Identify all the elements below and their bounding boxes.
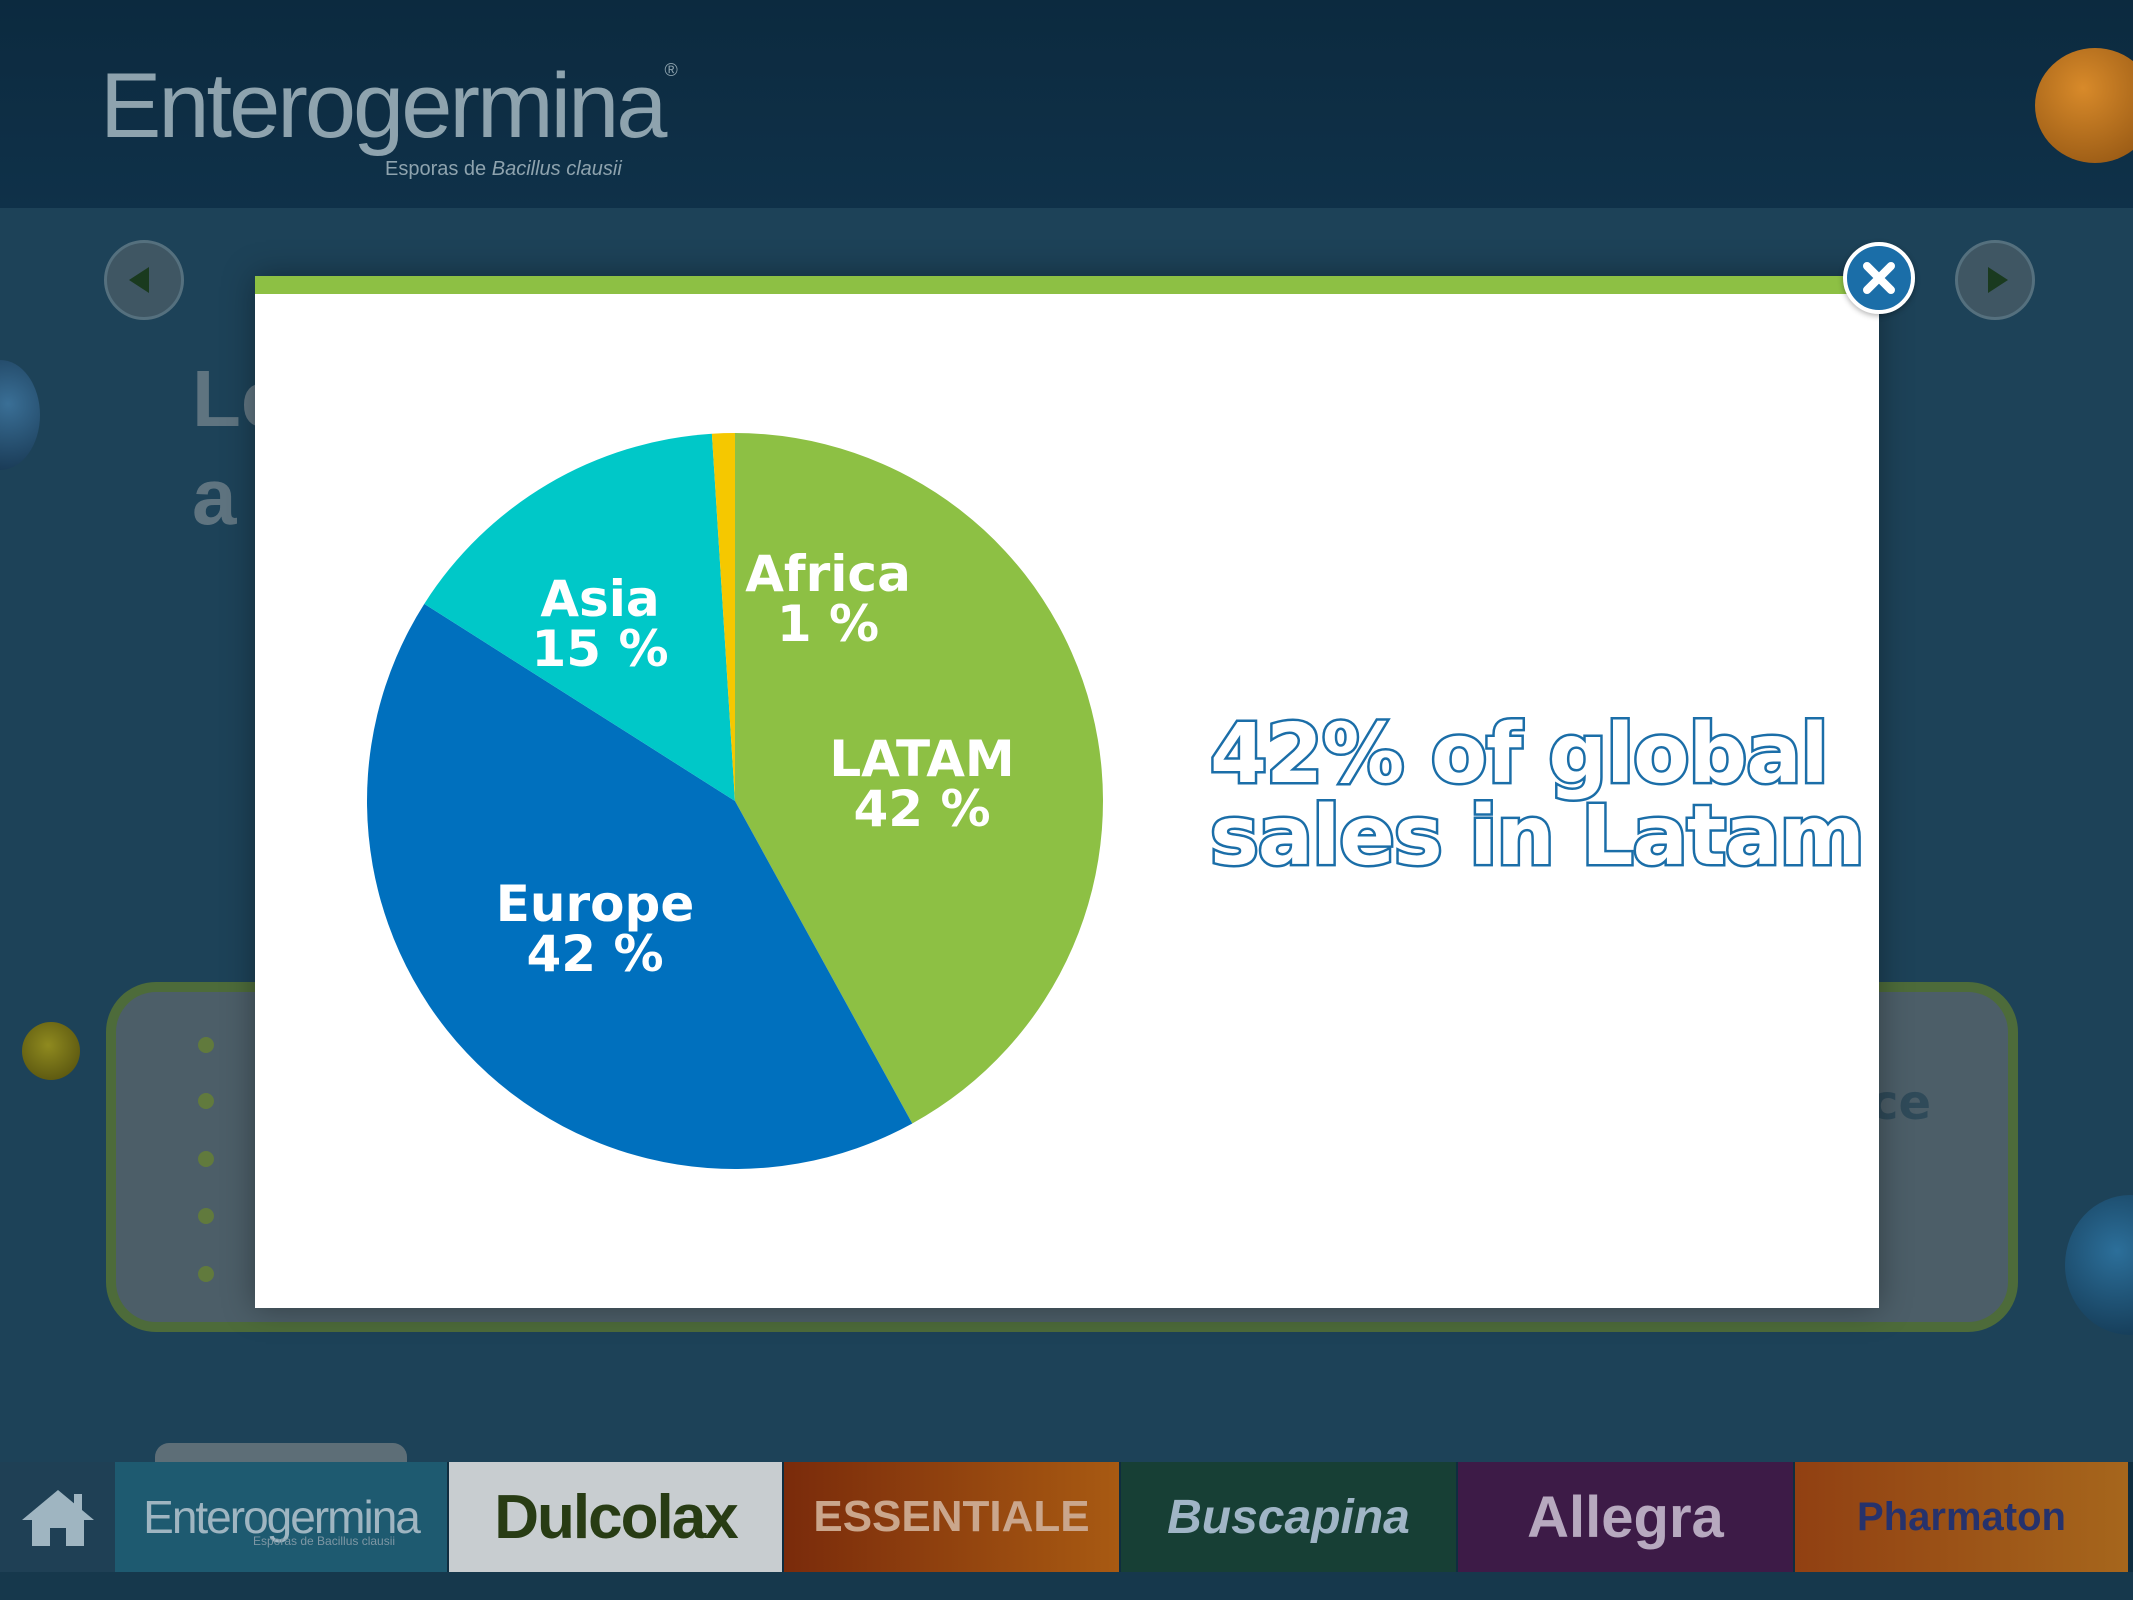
modal-headline: 42% of global sales in Latam [1208,707,1868,884]
headline-line1: 42% of global [1208,707,1832,802]
brand-allegra[interactable]: Allegra [1458,1462,1793,1572]
brand-dulcolax[interactable]: Dulcolax [449,1462,782,1572]
modal-accent-line [255,276,1879,294]
logo-registered-mark: ® [664,60,678,80]
pie-slice-latam [735,433,1103,1124]
pie-label-europe-value: 42 % [526,925,663,983]
header-bar [0,0,2133,208]
panel-bullet [198,1266,214,1282]
brand-pharmaton-label: Pharmaton [1857,1494,2066,1539]
brand-allegra-label: Allegra [1527,1484,1724,1550]
panel-bullet [198,1151,214,1167]
pie-label-africa-name: Africa [745,545,911,603]
logo-subtitle-italic: Bacillus clausii [491,158,622,180]
background-title-line2: a [192,452,237,541]
pie-label-asia-name: Asia [540,570,659,628]
brand-dulcolax-label: Dulcolax [494,1482,738,1552]
brand-buscapina[interactable]: Buscapina [1121,1462,1456,1572]
background-panel-text-fragment: ce [1870,1075,1932,1131]
close-icon [1863,262,1895,294]
pie-label-africa-value: 1 % [777,595,879,653]
enterogermina-logo: Enterogermina® Esporas de Bacillus claus… [100,60,678,180]
pie-label-europe-name: Europe [496,875,694,933]
next-slide-button[interactable] [1955,240,2035,320]
pie-slice-africa [711,433,735,801]
brand-navigation-bar: Enterogermina Esporas de Bacillus clausi… [0,1462,2133,1572]
panel-bullet [198,1208,214,1224]
bottom-strip [0,1572,2133,1600]
decorative-bubble-blue-right [2065,1195,2133,1335]
pie-label-asia-value: 15 % [531,620,668,678]
home-icon [22,1490,94,1546]
brand-enterogermina-label: Enterogermina [143,1491,421,1543]
brand-enterogermina-sub: Esporas de Bacillus clausii [253,1534,396,1548]
sales-chart-modal: LATAM 42 % Europe 42 % Asia 15 % Africa 1 % 42%… [255,276,1879,1308]
home-button[interactable] [0,1462,115,1572]
panel-bullet [198,1037,214,1053]
pie-label-latam-value: 42 % [853,780,990,838]
brand-essentiale[interactable]: ESSENTIALE [784,1462,1119,1572]
brand-pharmaton[interactable]: Pharmaton [1795,1462,2128,1572]
decorative-bubble-yellow [22,1022,80,1080]
headline-line2: sales in Latam [1208,789,1868,884]
brand-buscapina-label: Buscapina [1167,1490,1410,1544]
pie-slice-europe [367,603,913,1169]
close-modal-button[interactable] [1843,242,1915,314]
brand-enterogermina[interactable]: Enterogermina Esporas de Bacillus clausi… [115,1462,447,1572]
prev-slide-button[interactable] [104,240,184,320]
logo-subtitle-prefix: Esporas de [385,158,492,180]
pie-slice-asia [424,433,735,801]
logo-subtitle: Esporas de Bacillus clausii [385,158,622,181]
logo-name: Enterogermina [100,55,667,157]
brand-essentiale-label: ESSENTIALE [813,1492,1090,1541]
decorative-bubble-orange [2035,48,2133,163]
panel-bullet [198,1093,214,1109]
pie-label-latam-name: LATAM [829,730,1014,788]
decorative-bubble-blue [0,360,40,470]
